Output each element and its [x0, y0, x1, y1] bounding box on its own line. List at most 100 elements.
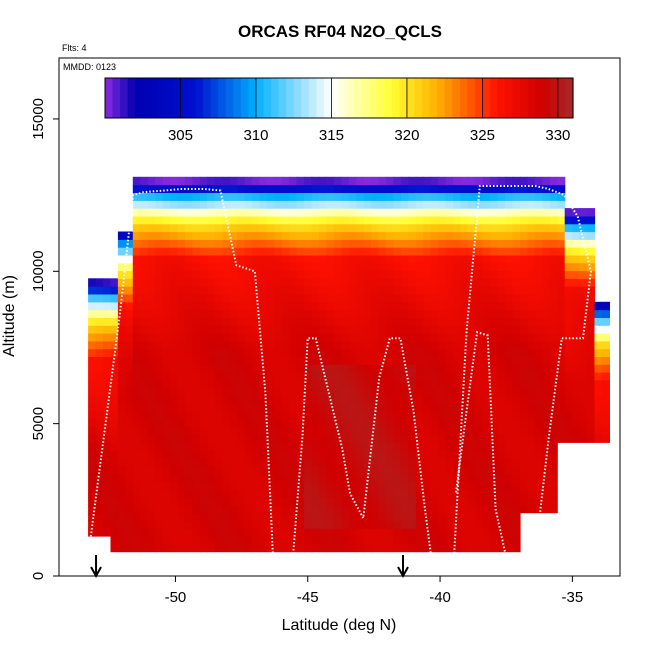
heatmap-cell — [132, 450, 141, 459]
heatmap-cell — [311, 215, 320, 225]
heatmap-cell — [311, 333, 320, 342]
heatmap-cell — [542, 301, 551, 311]
heatmap-cell — [95, 512, 104, 521]
heatmap-cell — [95, 473, 104, 482]
heatmap-cell — [304, 309, 313, 318]
heatmap-cell — [512, 481, 521, 490]
heatmap-cell — [587, 333, 596, 342]
heatmap-cell — [304, 184, 313, 193]
heatmap-cell — [237, 434, 246, 443]
heatmap-cell — [579, 247, 588, 256]
heatmap-cell — [296, 372, 305, 381]
heatmap-cell — [400, 325, 409, 334]
heatmap-cell — [117, 442, 126, 451]
heatmap-cell — [520, 231, 528, 240]
colorbar-segment — [271, 78, 280, 118]
heatmap-cell — [199, 192, 208, 201]
heatmap-cell — [512, 325, 521, 334]
heatmap-cell — [259, 434, 268, 443]
heatmap-cell — [356, 465, 365, 475]
heatmap-cell — [542, 426, 551, 436]
heatmap-cell — [311, 176, 320, 186]
heatmap-cell — [557, 356, 566, 365]
heatmap-cell — [199, 411, 208, 420]
heatmap-cell — [490, 418, 499, 428]
heatmap-cell — [482, 379, 491, 389]
heatmap-cell — [371, 301, 380, 311]
heatmap-cell — [155, 504, 164, 514]
heatmap-cell — [482, 208, 491, 217]
heatmap-cell — [356, 473, 365, 482]
heatmap-cell — [207, 512, 216, 521]
heatmap-cell — [371, 434, 380, 443]
heatmap-cell — [482, 176, 491, 186]
heatmap-cell — [430, 286, 439, 295]
heatmap-cell — [147, 301, 156, 311]
heatmap-cell — [132, 231, 141, 240]
heatmap-cell — [371, 309, 380, 318]
heatmap-cell — [534, 372, 543, 381]
colorbar-segment — [391, 78, 400, 118]
heatmap-cell — [527, 504, 536, 514]
heatmap-cell — [170, 239, 178, 248]
heatmap-cell — [192, 348, 201, 357]
heatmap-cell — [214, 340, 223, 350]
heatmap-cell — [117, 450, 126, 459]
heatmap-cell — [304, 504, 313, 514]
heatmap-cell — [527, 215, 536, 225]
heatmap-cell — [549, 489, 558, 498]
heatmap-cell — [356, 176, 365, 186]
heatmap-cell — [341, 512, 350, 521]
heatmap-cell — [415, 247, 424, 256]
heatmap-cell — [222, 254, 231, 264]
heatmap-cell — [170, 200, 178, 209]
heatmap-cell — [467, 379, 476, 389]
colorbar-segment — [527, 78, 536, 118]
heatmap-cell — [281, 192, 290, 201]
heatmap-cell — [177, 348, 186, 357]
heatmap-cell — [527, 450, 536, 459]
heatmap-cell — [594, 301, 603, 311]
heatmap-cell — [460, 364, 469, 373]
heatmap-cell — [125, 309, 134, 318]
heatmap-cell — [438, 208, 447, 217]
heatmap-cell — [207, 176, 216, 186]
heatmap-cell — [527, 481, 536, 490]
colorbar-segment — [165, 78, 174, 118]
heatmap-cell — [482, 481, 491, 490]
heatmap-cell — [95, 528, 104, 537]
heatmap-cell — [438, 379, 447, 389]
heatmap-cell — [199, 543, 208, 553]
heatmap-cell — [125, 418, 134, 428]
heatmap-cell — [155, 387, 164, 397]
heatmap-cell — [95, 301, 104, 311]
heatmap-cell — [289, 301, 298, 311]
heatmap-cell — [505, 379, 514, 389]
colorbar-segment — [233, 78, 242, 118]
heatmap-cell — [259, 465, 268, 475]
heatmap-cell — [304, 215, 313, 225]
heatmap-cell — [423, 270, 432, 279]
heatmap-cell — [467, 348, 476, 357]
heatmap-cell — [497, 215, 506, 225]
heatmap-cell — [214, 301, 223, 311]
heatmap-cell — [400, 208, 409, 217]
colorbar-segment — [248, 78, 257, 118]
heatmap-cell — [296, 270, 305, 279]
heatmap-cell — [549, 364, 558, 373]
heatmap-cell — [333, 395, 342, 404]
heatmap-cell — [512, 294, 521, 303]
heatmap-cell — [311, 200, 320, 209]
heatmap-cell — [415, 372, 424, 381]
heatmap-cell — [475, 254, 484, 264]
heatmap-cell — [423, 239, 432, 248]
heatmap-cell — [296, 442, 305, 451]
heatmap-cell — [505, 254, 514, 264]
heatmap-cell — [572, 223, 581, 233]
heatmap-cell — [162, 309, 171, 318]
heatmap-cell — [408, 504, 417, 514]
heatmap-cell — [534, 192, 543, 201]
heatmap-cell — [170, 340, 178, 350]
heatmap-cell — [482, 223, 491, 233]
heatmap-cell — [549, 270, 558, 279]
